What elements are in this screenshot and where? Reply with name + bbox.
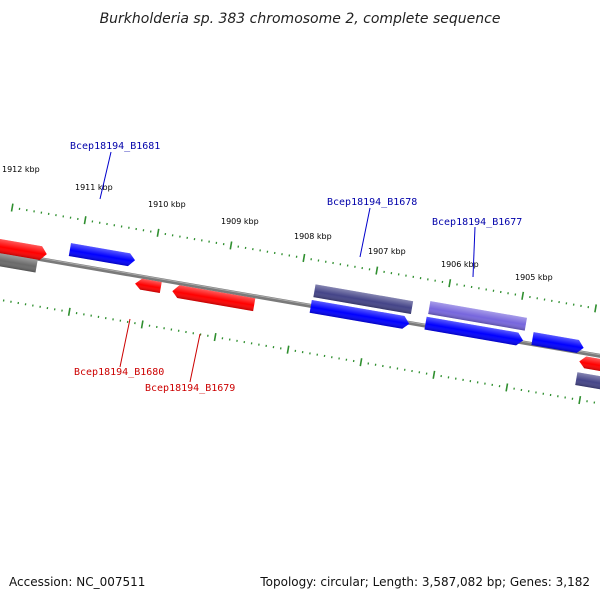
outer-major-tick: [375, 266, 379, 275]
tick-label-1909: 1909 kbp: [221, 217, 259, 226]
gene-left-gray[interactable]: [0, 248, 38, 273]
label-b1681[interactable]: Bcep18194_B1681: [70, 141, 160, 152]
outer-major-tick: [229, 241, 233, 250]
outer-major-tick: [156, 228, 160, 237]
leader-b1677: [472, 226, 476, 278]
inner-major-tick: [432, 370, 436, 379]
gene-blue-under-b1677[interactable]: [424, 316, 524, 347]
gene-labels: Bcep18194_B1681 Bcep18194_B1678 Bcep1819…: [70, 141, 522, 394]
gene-b1677[interactable]: [428, 301, 527, 331]
inner-major-tick: [67, 307, 71, 316]
outer-major-tick: [594, 304, 598, 313]
chromosome-backbone: [0, 244, 600, 364]
accession-text: Accession: NC_007511: [9, 575, 145, 589]
tick-label-1910: 1910 kbp: [148, 200, 186, 209]
outer-major-tick: [448, 279, 452, 288]
outer-major-tick: [302, 253, 306, 263]
inner-major-tick: [359, 358, 363, 367]
gene-darkpurple-right[interactable]: [575, 372, 600, 393]
gene-b1679[interactable]: [171, 284, 256, 312]
tick-label-1908: 1908 kbp: [294, 232, 332, 241]
tick-label-1907: 1907 kbp: [368, 247, 406, 256]
gene-red-right[interactable]: [578, 355, 600, 375]
label-b1680[interactable]: Bcep18194_B1680: [74, 367, 164, 378]
tick-labels: 1912 kbp 1911 kbp 1910 kbp 1909 kbp 1908…: [2, 165, 553, 282]
outer-tick-row: [10, 203, 598, 313]
outer-major-tick: [10, 203, 14, 212]
leader-b1680: [119, 318, 131, 368]
tick-label-1912: 1912 kbp: [2, 165, 40, 174]
gene-b1678[interactable]: [313, 284, 414, 315]
gene-left-red[interactable]: [0, 235, 48, 261]
backbone-highlight: [0, 244, 600, 362]
outer-major-tick: [521, 291, 525, 300]
label-b1678[interactable]: Bcep18194_B1678: [327, 197, 417, 208]
inner-major-tick: [578, 395, 582, 405]
inner-major-tick: [505, 383, 509, 392]
tick-label-1906: 1906 kbp: [441, 260, 479, 269]
tick-label-1911: 1911 kbp: [75, 183, 113, 192]
inner-major-tick: [213, 332, 217, 342]
gene-features: [0, 235, 600, 393]
label-b1679[interactable]: Bcep18194_B1679: [145, 383, 235, 394]
inner-major-tick: [140, 320, 144, 329]
gene-blue-right[interactable]: [531, 332, 584, 354]
label-b1677[interactable]: Bcep18194_B1677: [432, 217, 522, 228]
gene-blue-under-b1678[interactable]: [309, 299, 411, 330]
topology-summary: Topology: circular; Length: 3,587,082 bp…: [259, 575, 590, 589]
gene-b1680[interactable]: [134, 278, 162, 293]
inner-tick-row: [2, 299, 596, 405]
leader-b1678: [359, 207, 371, 258]
outer-major-tick: [83, 216, 87, 225]
map-track: [0, 203, 600, 405]
leader-b1679: [189, 333, 201, 383]
leader-b1681: [99, 151, 112, 200]
inner-major-tick: [286, 345, 290, 354]
tick-label-1905: 1905 kbp: [515, 273, 553, 282]
gene-b1681[interactable]: [68, 243, 136, 267]
map-title: Burkholderia sp. 383 chromosome 2, compl…: [100, 11, 501, 27]
